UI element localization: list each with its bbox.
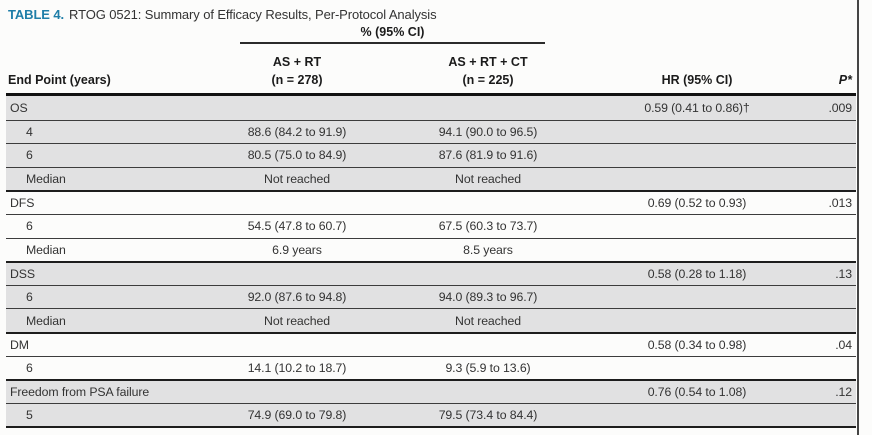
spanner-header: % (95% CI) [360,25,425,39]
spanner-rule [240,42,545,44]
column-header-endpoint: End Point (years) [8,73,111,87]
table-title-text: RTOG 0521: Summary of Efficacy Results, … [69,7,437,22]
as-rt-value-cell: 92.0 (87.6 to 94.8) [247,290,347,305]
endpoint-cell: Median [26,313,66,328]
as-rt-ct-value-cell: 8.5 years [463,242,513,257]
hr-value-cell: 0.76 (0.54 to 1.08) [647,384,747,399]
column-header-row: End Point (years) AS + RT (n = 278) AS +… [6,46,856,93]
endpoint-cell: 4 [26,124,33,139]
table-row: Median Not reached Not reached [6,308,856,332]
as-rt-value-cell: Not reached [264,172,330,187]
column-header-as-rt-line1: AS + RT [272,55,322,69]
column-header-hr: HR (95% CI) [661,73,733,87]
column-header-as-rt: AS + RT (n = 278) [232,54,362,93]
endpoint-cell: Median [26,172,66,187]
table-number-label: TABLE 4. [8,7,65,22]
table-body: OS 0.59 (0.41 to 0.86)† .009 4 88.6 (84.2 to… [6,93,856,429]
hr-value-cell: 0.58 (0.28 to 1.18) [647,266,747,281]
as-rt-ct-value-cell: 94.1 (90.0 to 96.5) [438,124,538,139]
endpoint-cell: Freedom from PSA failure [10,384,150,399]
as-rt-value-cell: 6.9 years [272,242,322,257]
as-rt-ct-value-cell: 87.6 (81.9 to 91.6) [438,148,538,163]
as-rt-value-cell: 74.9 (69.0 to 79.8) [247,408,347,423]
table-row: 6 14.1 (10.2 to 18.7) 9.3 (5.9 to 13.6) [6,355,856,380]
endpoint-cell: OS [10,100,28,115]
as-rt-ct-value-cell: 9.3 (5.9 to 13.6) [445,360,531,375]
table-title: TABLE 4. RTOG 0521: Summary of Efficacy R… [8,7,437,22]
p-value-cell: .13 [835,266,852,281]
hr-value-cell: 0.69 (0.52 to 0.93) [647,196,747,211]
table-row: DM 0.58 (0.34 to 0.98) .04 [6,331,856,356]
table-row: OS 0.59 (0.41 to 0.86)† .009 [6,96,856,120]
table-row: DFS 0.69 (0.52 to 0.93) .013 [6,190,856,214]
as-rt-ct-value-cell: Not reached [455,313,521,328]
table-row: 6 92.0 (87.6 to 94.8) 94.0 (89.3 to 96.7) [6,284,856,309]
endpoint-cell: DFS [10,196,35,211]
p-value-cell: .04 [835,337,852,352]
endpoint-cell: 6 [26,360,33,375]
endpoint-cell: 6 [26,290,33,305]
table-row: 6 54.5 (47.8 to 60.7) 67.5 (60.3 to 73.7) [6,213,856,238]
endpoint-cell: DSS [10,266,35,281]
column-header-as-rt-ct-line1: AS + RT + CT [448,55,528,69]
table-row: 4 88.6 (84.2 to 91.9) 94.1 (90.0 to 96.5) [6,119,856,144]
table-row: 6 80.5 (75.0 to 84.9) 87.6 (81.9 to 91.6) [6,143,856,167]
table-row: DSS 0.58 (0.28 to 1.18) .13 [6,261,856,285]
column-header-as-rt-ct: AS + RT + CT (n = 225) [362,54,614,93]
endpoint-cell: 5 [26,408,33,423]
column-header-p: P* [838,73,852,87]
p-value-cell: .009 [828,100,852,115]
table-row: 5 74.9 (69.0 to 79.8) 79.5 (73.4 to 84.4) [6,402,856,427]
as-rt-value-cell: 88.6 (84.2 to 91.9) [247,124,347,139]
as-rt-value-cell: Not reached [264,313,330,328]
p-value-cell: .013 [828,196,852,211]
table-row: Median Not reached Not reached [6,166,856,191]
endpoint-cell: 6 [26,219,33,234]
endpoint-cell: Median [26,242,66,257]
endpoint-cell: 6 [26,148,33,163]
table-row: Median 6.9 years 8.5 years [6,237,856,262]
as-rt-ct-value-cell: Not reached [455,172,521,187]
hr-value-cell: 0.58 (0.34 to 0.98) [647,337,747,352]
column-header-as-rt-ct-line2: (n = 225) [462,72,514,87]
hr-value-cell: 0.59 (0.41 to 0.86)† [644,100,750,115]
p-value-cell: .12 [835,384,852,399]
as-rt-ct-value-cell: 94.0 (89.3 to 96.7) [438,290,538,305]
as-rt-value-cell: 14.1 (10.2 to 18.7) [247,360,347,375]
as-rt-value-cell: 80.5 (75.0 to 84.9) [247,148,347,163]
column-header-as-rt-line2: (n = 278) [271,72,323,87]
as-rt-ct-value-cell: 79.5 (73.4 to 84.4) [438,408,538,423]
page-scan-edge-line [857,0,859,435]
as-rt-ct-value-cell: 67.5 (60.3 to 73.7) [438,219,538,234]
as-rt-value-cell: 54.5 (47.8 to 60.7) [247,219,347,234]
endpoint-cell: DM [10,337,29,352]
table-row: Freedom from PSA failure 0.76 (0.54 to 1.… [6,379,856,403]
